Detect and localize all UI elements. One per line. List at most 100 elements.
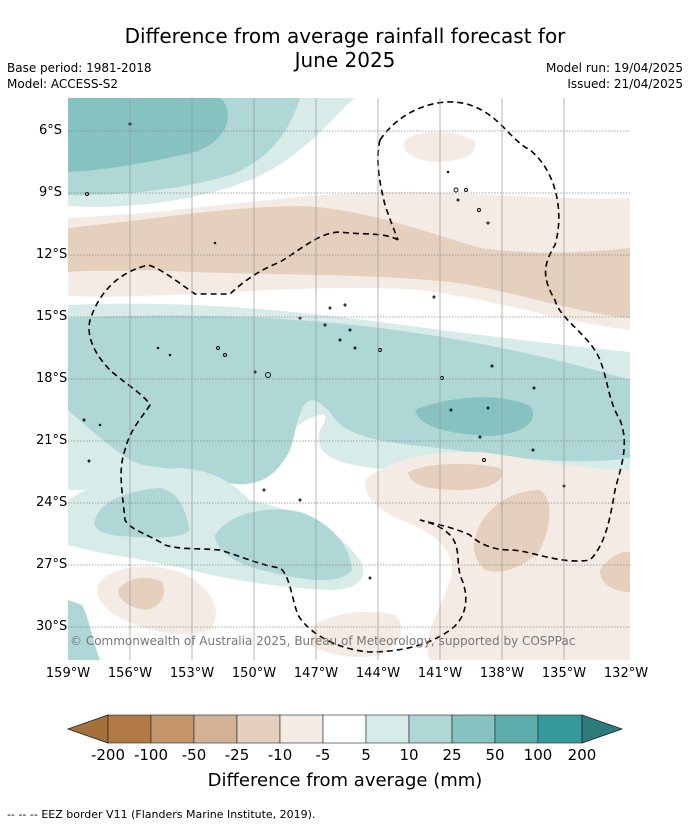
lon-label: 156°W bbox=[107, 666, 153, 681]
lon-label: 141°W bbox=[417, 666, 463, 681]
dry-zone-southeast-dark-a bbox=[408, 463, 502, 490]
island bbox=[478, 435, 482, 439]
eez-border-west bbox=[377, 139, 399, 241]
wet-zone-northwest-dark bbox=[68, 98, 228, 172]
island bbox=[328, 306, 332, 310]
lon-label: 153°W bbox=[169, 666, 215, 681]
dry-band-dark bbox=[68, 206, 630, 318]
model-run: Model run: 19/04/2025 bbox=[545, 61, 683, 75]
colorbar-tick-label: 5 bbox=[361, 746, 371, 764]
lon-label: 135°W bbox=[541, 666, 587, 681]
island bbox=[477, 208, 481, 212]
eez-border-north bbox=[379, 101, 626, 562]
colorbar-swatch bbox=[451, 714, 496, 744]
island bbox=[348, 328, 352, 332]
island bbox=[456, 198, 460, 202]
colorbar-tick-label: 100 bbox=[523, 746, 553, 764]
dry-zone-southwest-dark bbox=[118, 577, 165, 610]
island bbox=[486, 406, 490, 410]
island bbox=[265, 372, 271, 378]
lon-label: 150°W bbox=[231, 666, 277, 681]
island bbox=[464, 188, 468, 192]
island bbox=[82, 418, 86, 422]
colorbar bbox=[66, 714, 624, 744]
island bbox=[353, 346, 357, 350]
dry-zone-east-edge bbox=[600, 551, 630, 592]
colorbar-tick-label: -50 bbox=[181, 746, 207, 764]
colorbar-swatch bbox=[408, 714, 453, 744]
island bbox=[323, 323, 327, 327]
lat-label: 12°S bbox=[36, 247, 68, 262]
lat-label: 27°S bbox=[36, 557, 68, 572]
colorbar-tick-label: -5 bbox=[315, 746, 331, 764]
island bbox=[262, 488, 266, 492]
colorbar-swatch bbox=[236, 714, 281, 744]
colorbar-max-arrow bbox=[581, 714, 624, 744]
lat-label: 18°S bbox=[36, 371, 68, 386]
colorbar-tick-label: -10 bbox=[267, 746, 293, 764]
island bbox=[531, 448, 535, 452]
island bbox=[213, 241, 217, 245]
colorbar-tick-label: -200 bbox=[90, 746, 126, 764]
eez-legend-text: EEZ border V11 (Flanders Marine Institut… bbox=[41, 808, 316, 821]
island bbox=[486, 221, 490, 225]
meta-right: Model run: 19/04/2025 Issued: 21/04/2025 bbox=[546, 60, 683, 92]
colorbar-title: Difference from average (mm) bbox=[207, 770, 483, 791]
island bbox=[532, 386, 536, 390]
contour-fields bbox=[68, 98, 630, 660]
dry-blob-north bbox=[403, 131, 476, 162]
island bbox=[98, 423, 102, 427]
lon-label: 147°W bbox=[293, 666, 339, 681]
wet-zone-central-mid bbox=[68, 315, 630, 485]
colorbar-tick-label: 50 bbox=[485, 746, 505, 764]
island bbox=[446, 170, 450, 174]
island bbox=[378, 348, 382, 352]
wet-zone-southwest-mid-a bbox=[94, 488, 190, 538]
lon-label: 132°W bbox=[603, 666, 649, 681]
island bbox=[168, 353, 172, 357]
colorbar-tick-label: 25 bbox=[442, 746, 462, 764]
eez-legend-symbol: -- -- -- bbox=[7, 808, 38, 821]
colorbar-swatch bbox=[107, 714, 152, 744]
colorbar-swatch bbox=[193, 714, 238, 744]
island bbox=[449, 408, 453, 412]
island bbox=[223, 353, 227, 357]
chart-title: Difference from average rainfall forecas… bbox=[0, 24, 690, 72]
island bbox=[343, 303, 347, 307]
colorbar-swatch bbox=[150, 714, 195, 744]
colorbar-swatch bbox=[322, 714, 367, 744]
meta-left: Base period: 1981-2018 Model: ACCESS-S2 bbox=[7, 60, 152, 92]
lon-label: 138°W bbox=[479, 666, 525, 681]
model-name: Model: ACCESS-S2 bbox=[7, 77, 119, 91]
eez-legend: -- -- -- EEZ border V11 (Flanders Marine… bbox=[7, 808, 315, 821]
lat-label: 24°S bbox=[36, 495, 68, 510]
copyright-notice: © Commonwealth of Australia 2025, Bureau… bbox=[70, 634, 576, 648]
colorbar-swatch bbox=[279, 714, 324, 744]
wet-zone-far-southwest bbox=[68, 600, 100, 660]
island bbox=[298, 498, 302, 502]
colorbar-swatch bbox=[537, 714, 583, 744]
island bbox=[87, 459, 91, 463]
lat-label: 15°S bbox=[36, 309, 68, 324]
base-period: Base period: 1981-2018 bbox=[7, 61, 152, 75]
island bbox=[482, 458, 486, 462]
title-line-2: June 2025 bbox=[294, 48, 396, 72]
island bbox=[432, 295, 436, 299]
eez-border-central bbox=[88, 231, 467, 653]
island bbox=[338, 338, 342, 342]
lat-label: 6°S bbox=[38, 123, 62, 138]
dry-zone-south-central bbox=[310, 611, 402, 657]
island bbox=[490, 364, 494, 368]
lat-label: 30°S bbox=[36, 619, 68, 634]
gridlines bbox=[68, 130, 630, 628]
lon-label: 159°W bbox=[45, 666, 91, 681]
colorbar-min-arrow bbox=[66, 714, 109, 744]
lat-label: 9°S bbox=[38, 185, 62, 200]
colorbar-swatch bbox=[494, 714, 539, 744]
island bbox=[216, 346, 220, 350]
colorbar-tick-label: -25 bbox=[224, 746, 250, 764]
wet-zone-central-dark bbox=[415, 397, 534, 436]
issued-date: Issued: 21/04/2025 bbox=[567, 77, 683, 91]
dry-zone-southeast-dark-b bbox=[473, 490, 550, 572]
lat-label: 21°S bbox=[36, 433, 68, 448]
